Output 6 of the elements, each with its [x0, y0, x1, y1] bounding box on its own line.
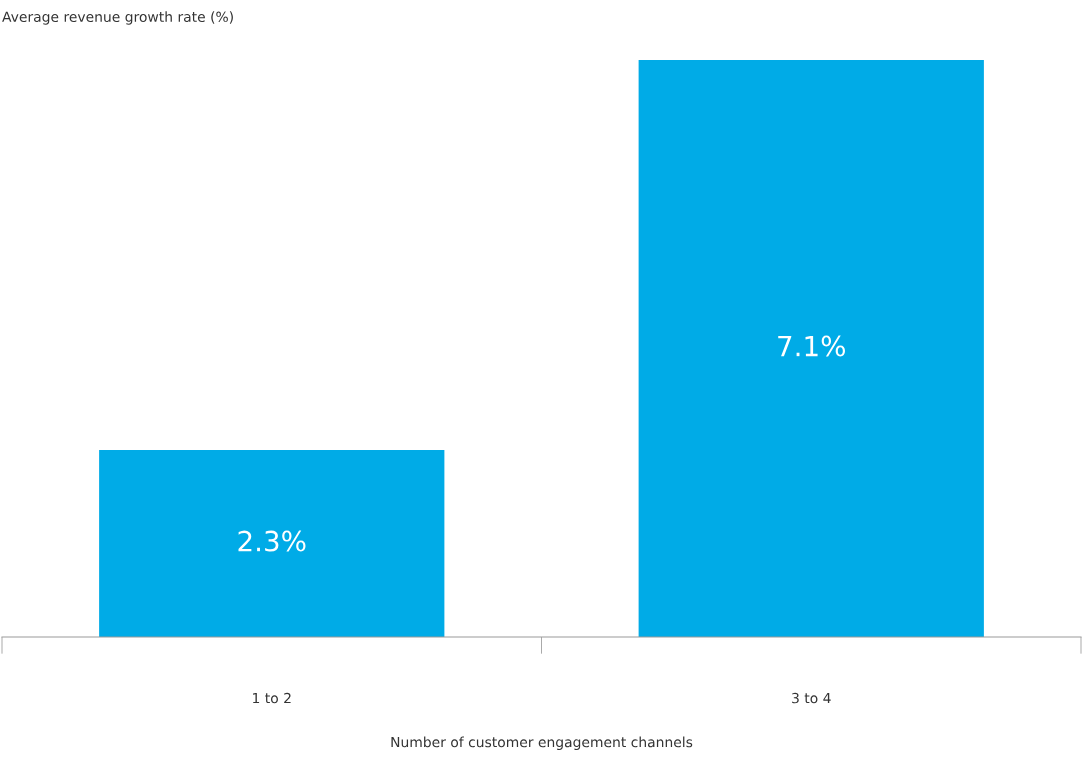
x-tick-label: 1 to 2 [253, 692, 291, 704]
data-label: 2.3% [238, 530, 306, 552]
data-label: 7.1% [778, 335, 845, 357]
y-axis-title: Average revenue growth rate (%) [2, 11, 233, 25]
x-axis-title: Number of customer engagement channels [391, 736, 693, 750]
x-tick-label: 3 to 4 [792, 692, 831, 704]
